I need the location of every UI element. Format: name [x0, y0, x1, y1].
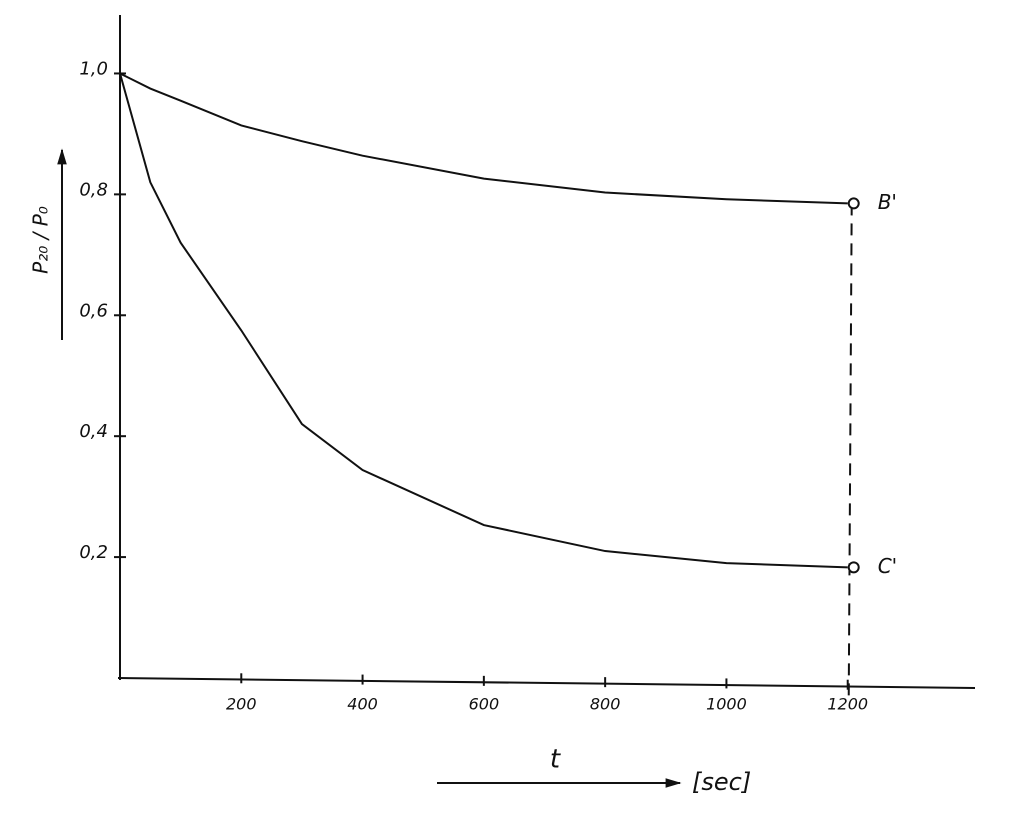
x-axis-label: t: [550, 745, 561, 775]
end-marker: [847, 197, 860, 210]
y-tick-label: 0,2: [79, 542, 108, 563]
x-tick-label: 800: [590, 695, 621, 714]
reference-line: [847, 203, 853, 701]
y-tick-label: 0,8: [79, 179, 108, 200]
x-tick-label: 400: [347, 695, 378, 714]
x-tick-label: 200: [226, 695, 257, 714]
y-tick-label: 1,0: [79, 58, 108, 79]
x-tick-label: 1200: [827, 695, 868, 714]
x-tick-label: 1000: [706, 695, 747, 714]
line: [119, 72, 848, 205]
y-axis-label: P₂₀ / P₀: [29, 206, 53, 274]
x-tick-label: 600: [469, 695, 500, 714]
y-tick-label: 0,6: [79, 300, 108, 321]
line: [119, 73, 848, 569]
series-label: C': [878, 554, 897, 578]
series-label: B': [878, 190, 897, 214]
x-unit-label: [sec]: [692, 768, 751, 796]
y-tick-label: 0,4: [79, 421, 108, 442]
end-marker: [847, 561, 860, 574]
x-axis: [117, 677, 976, 689]
